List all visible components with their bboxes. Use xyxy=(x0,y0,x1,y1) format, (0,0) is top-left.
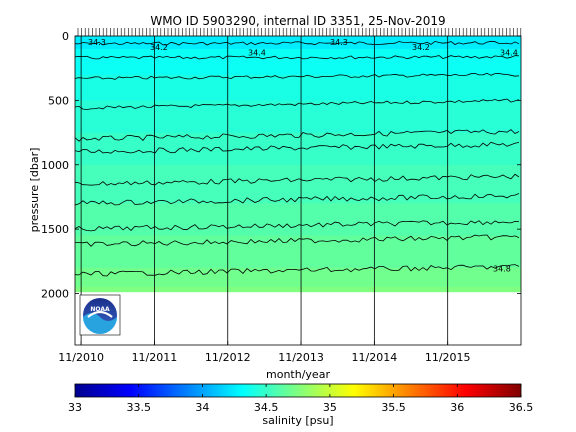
contour-line xyxy=(75,98,520,110)
colorbar-tick-label: 33.5 xyxy=(126,401,151,414)
contour-label: 34.4 xyxy=(500,48,518,57)
y-tick-label: 0 xyxy=(62,30,69,43)
colorbar-label: salinity [psu] xyxy=(262,414,333,427)
colorbar-tick-label: 35 xyxy=(323,401,337,414)
plot-area: 34.3 34.2 34.4 34.3 34.2 34.4 34.8 xyxy=(75,36,521,345)
x-tick-label: 11/2012 xyxy=(205,351,251,364)
contour-line xyxy=(75,173,520,186)
contour-line xyxy=(75,40,520,46)
salinity-band xyxy=(75,287,521,294)
colorbar-tick-label: 35.5 xyxy=(381,401,406,414)
salinity-band xyxy=(75,235,521,269)
salinity-band xyxy=(75,164,521,204)
x-tick-label: 11/2014 xyxy=(352,351,398,364)
x-tick-label: 11/2011 xyxy=(132,351,178,364)
contour-label: 34.3 xyxy=(330,38,348,47)
contour-line xyxy=(75,141,520,154)
colorbar-ticks: 33 33.5 34 34.5 35 35.5 36 36.5 xyxy=(68,384,533,414)
contour-line xyxy=(75,264,520,277)
colorbar-tick-label: 34 xyxy=(195,401,209,414)
y-tick-label: 2000 xyxy=(41,288,69,301)
colorbar xyxy=(74,383,522,398)
contour-line xyxy=(75,234,520,247)
noaa-logo-icon: NOAA xyxy=(79,294,121,336)
salinity-band xyxy=(75,74,521,101)
colorbar-tick-label: 33 xyxy=(68,401,82,414)
contour-line xyxy=(75,220,520,232)
salinity-band xyxy=(75,100,521,134)
salinity-field xyxy=(75,36,521,294)
x-axis-ticks: 11/2010 11/2011 11/2012 11/2013 11/2014 11/20… xyxy=(58,341,471,364)
x-axis-label: month/year xyxy=(266,368,330,381)
no-data-region xyxy=(75,292,521,345)
y-axis-ticks: 0 500 1000 1500 2000 xyxy=(41,30,521,301)
salinity-band xyxy=(75,203,521,237)
contour-label: 34.2 xyxy=(150,43,168,52)
noaa-logo-text: NOAA xyxy=(90,306,110,313)
plot-frame xyxy=(74,35,522,346)
contour-line xyxy=(75,55,520,60)
y-tick-label: 1500 xyxy=(41,223,69,236)
y-tick-label: 1000 xyxy=(41,159,69,172)
salinity-band xyxy=(75,36,521,50)
x-tick-label: 11/2010 xyxy=(58,351,104,364)
y-axis-label: pressure [dbar] xyxy=(28,148,41,233)
contour-label: 34.8 xyxy=(493,265,511,274)
salinity-band xyxy=(75,267,521,288)
x-tick-label: 11/2013 xyxy=(278,351,324,364)
contour-label: 34.4 xyxy=(248,48,266,57)
y-tick-label: 500 xyxy=(48,94,69,107)
colorbar-tick-label: 36.5 xyxy=(509,401,534,414)
salinity-band xyxy=(75,48,521,76)
x-tick-label: 11/2015 xyxy=(425,351,471,364)
contour-line xyxy=(75,193,520,206)
colorbar-tick-label: 34.5 xyxy=(254,401,279,414)
contour-line xyxy=(75,129,520,142)
profile-year-lines xyxy=(80,36,449,345)
contour-label: 34.2 xyxy=(412,43,430,52)
profile-ticks xyxy=(77,28,522,36)
contour-line xyxy=(75,72,520,80)
contour-lines xyxy=(75,40,520,277)
contour-labels: 34.3 34.2 34.4 34.3 34.2 34.4 34.8 xyxy=(88,38,518,274)
chart-title: WMO ID 5903290, internal ID 3351, 25-Nov… xyxy=(150,14,445,28)
colorbar-tick-label: 36 xyxy=(450,401,464,414)
contour-label: 34.3 xyxy=(88,38,106,47)
